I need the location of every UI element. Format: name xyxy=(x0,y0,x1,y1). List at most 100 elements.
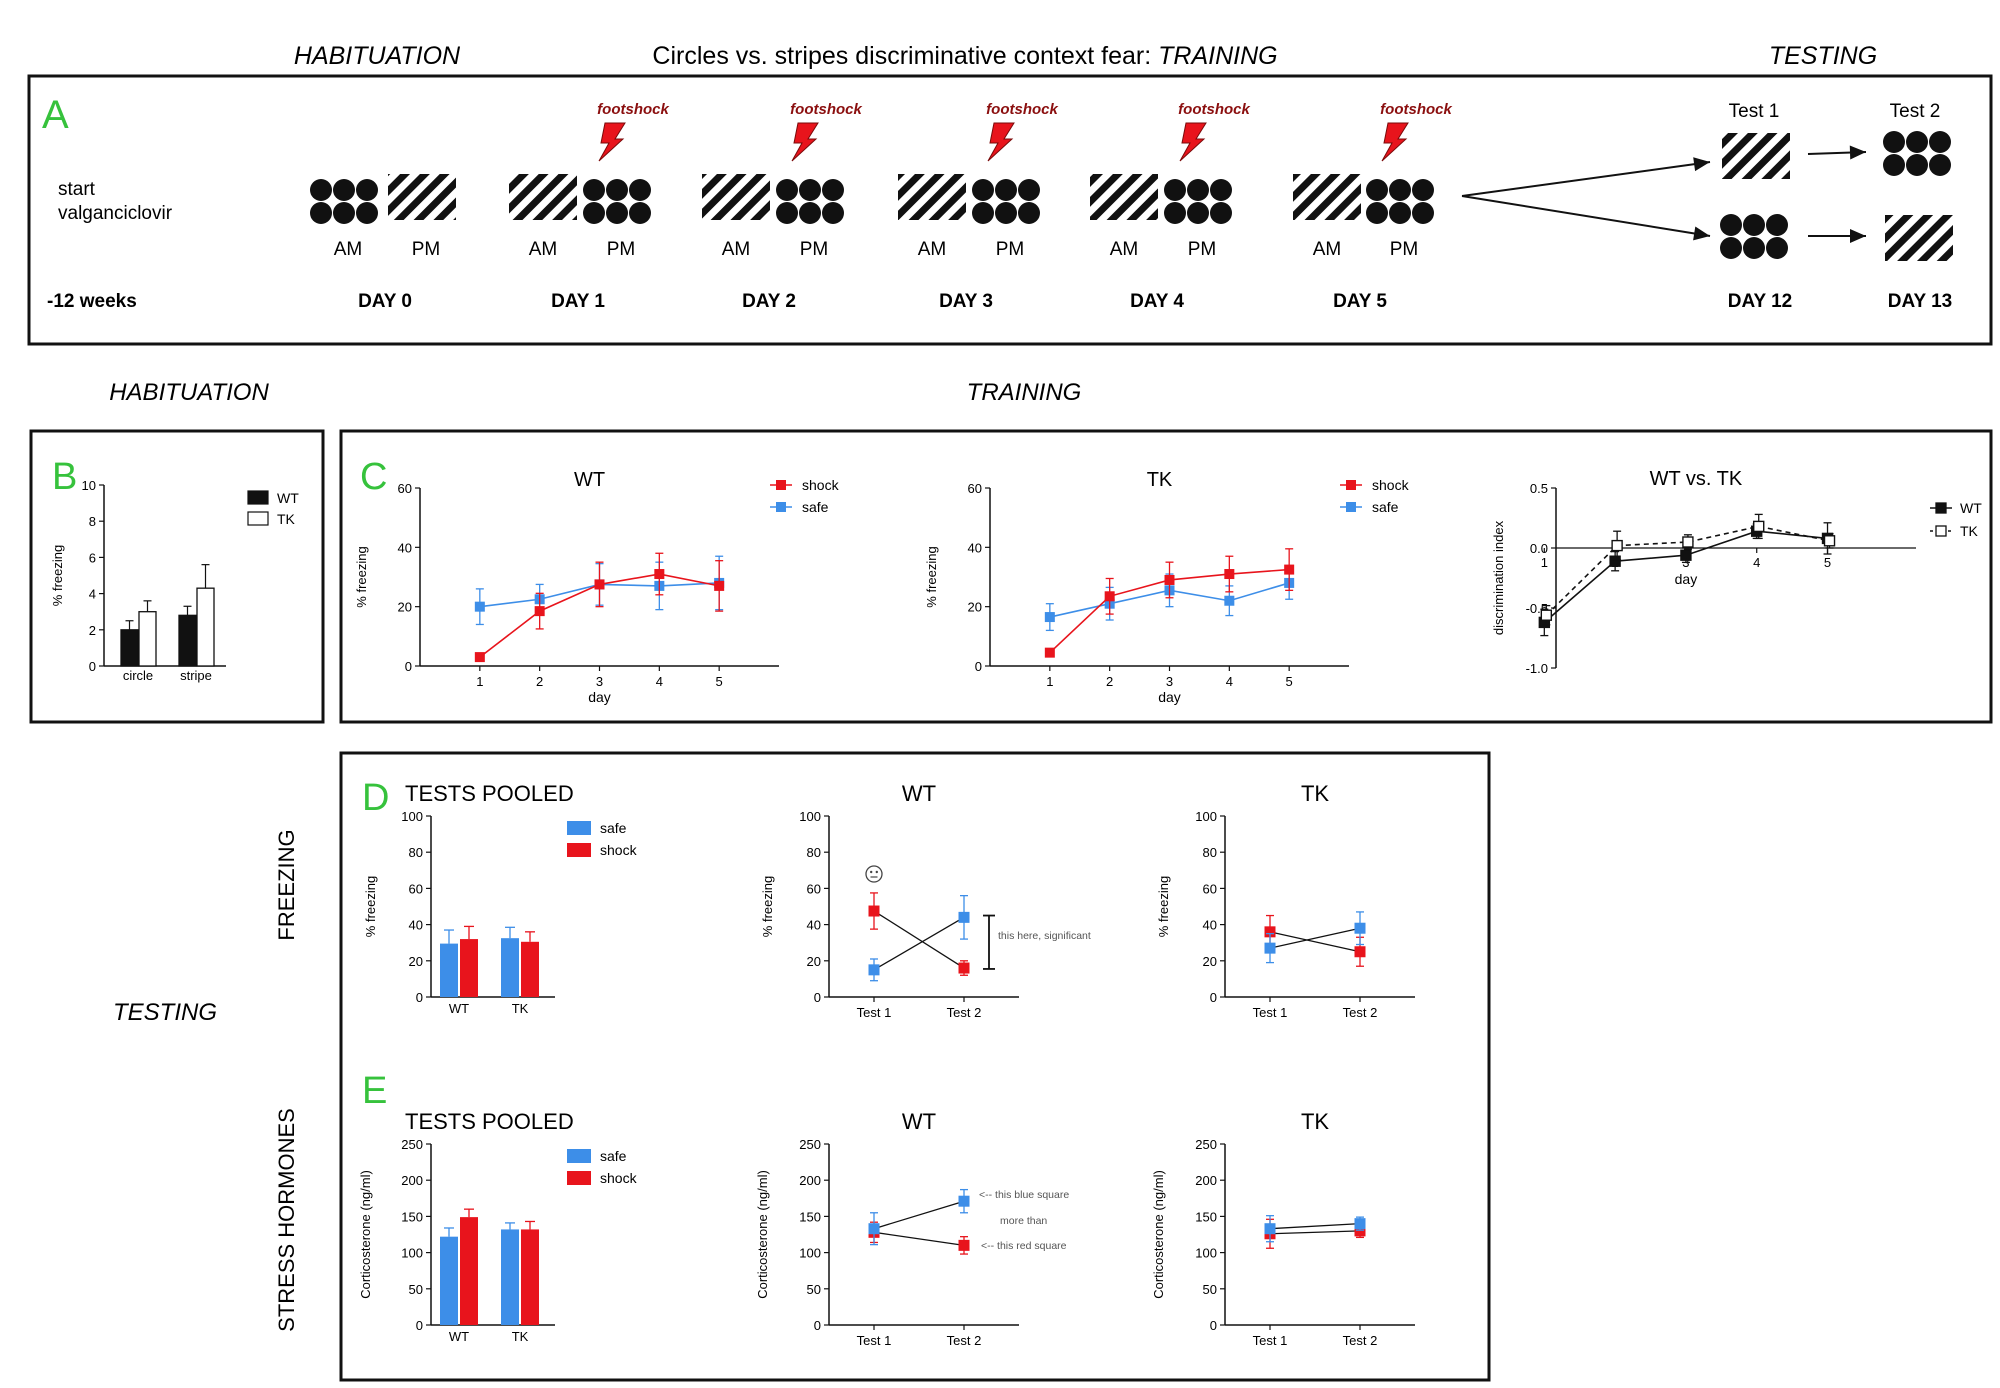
y-tick-label: 10 xyxy=(82,478,96,493)
am-label: AM xyxy=(918,239,947,260)
data-point-tk xyxy=(1823,535,1836,547)
y-tick-label: 20 xyxy=(807,954,821,969)
figure-title: Circles vs. stripes discriminative conte… xyxy=(652,42,1277,70)
context-circles-icon xyxy=(1883,131,1951,176)
y-tick-label: 200 xyxy=(799,1173,821,1188)
legend-marker xyxy=(776,480,786,490)
legend-label: TK xyxy=(1960,523,1979,539)
bar-safe xyxy=(440,943,458,997)
context-circle-dot xyxy=(1883,131,1905,153)
context-circles-icon xyxy=(310,179,378,224)
legend-label: WT xyxy=(1960,500,1982,516)
bar-tk xyxy=(196,587,215,667)
chart-title: TK xyxy=(1301,1109,1329,1134)
data-point-wt xyxy=(1609,555,1621,567)
chart-c-tk: 0 20 40 60 % freezing 1 2 3 4 5 day TK shock safe xyxy=(924,469,1410,705)
x-tick-label: stripe xyxy=(180,668,212,683)
am-label: AM xyxy=(722,239,751,260)
y-tick-label: 250 xyxy=(401,1137,423,1152)
smiley-eye xyxy=(875,870,878,874)
legend-marker xyxy=(1935,525,1947,537)
y-tick-label: 0.0 xyxy=(1530,541,1548,556)
y-tick-label: 2 xyxy=(89,623,96,638)
data-point-shock xyxy=(474,652,485,663)
context-stripes-icon xyxy=(702,174,770,220)
context-circle-dot xyxy=(995,202,1017,224)
context-stripes-icon xyxy=(1885,215,1953,261)
legend-label: WT xyxy=(277,490,299,506)
context-circle-dot xyxy=(1187,179,1209,201)
series-line-safe xyxy=(873,916,965,971)
legend-label: shock xyxy=(600,842,638,858)
y-tick-label: 50 xyxy=(807,1282,821,1297)
x-tick-label: circle xyxy=(123,668,153,683)
y-tick-label: 100 xyxy=(401,1246,423,1261)
context-stripes-icon xyxy=(1722,133,1790,179)
data-point-safe xyxy=(1044,612,1055,623)
panel-a: A start valganciclovir -12 weeks AM PM DAY… xyxy=(27,74,1993,346)
lightning-bolt-icon xyxy=(1381,122,1409,162)
bar-safe xyxy=(501,1229,519,1325)
x-tick-label: Test 2 xyxy=(947,1005,982,1020)
section-training: TRAINING xyxy=(967,379,1082,406)
legend-label: safe xyxy=(802,499,829,515)
context-circle-dot xyxy=(1720,214,1742,236)
section-testing: TESTING xyxy=(113,999,217,1026)
pm-label: PM xyxy=(1188,239,1217,260)
context-circle-dot xyxy=(995,179,1017,201)
x-tick-label: 4 xyxy=(1753,555,1760,570)
legend-marker xyxy=(1935,502,1947,514)
context-circle-dot xyxy=(1743,237,1765,259)
day-label: DAY 4 xyxy=(1130,291,1184,312)
y-tick-label: 0 xyxy=(1210,1318,1217,1333)
lightning-bolt-icon xyxy=(598,122,626,162)
y-tick-label: 200 xyxy=(1195,1173,1217,1188)
chart-title: TK xyxy=(1147,469,1173,491)
data-point-safe xyxy=(958,911,970,923)
x-tick-label: Test 1 xyxy=(857,1005,892,1020)
footshock-label: footshock xyxy=(1178,101,1250,118)
figure-title-main: Circles vs. stripes discriminative conte… xyxy=(652,42,1158,70)
y-tick-label: 40 xyxy=(968,540,982,555)
minus-12-weeks-label: -12 weeks xyxy=(47,291,137,312)
bar-shock xyxy=(460,939,478,997)
context-circle-dot xyxy=(822,202,844,224)
y-tick-label: 50 xyxy=(1203,1282,1217,1297)
y-tick-label: 0 xyxy=(975,659,982,674)
context-circle-dot xyxy=(1187,202,1209,224)
annotation-red-square: <-- this red square xyxy=(981,1240,1067,1252)
y-axis-label: % freezing xyxy=(1156,876,1171,937)
x-tick-label: 2 xyxy=(536,674,543,689)
panel-a-letter: A xyxy=(42,93,69,137)
context-circles-icon xyxy=(1164,179,1232,224)
y-tick-label: 0.5 xyxy=(1530,481,1548,496)
data-point-tk xyxy=(1540,609,1553,621)
x-tick-label: 3 xyxy=(596,674,603,689)
legend-label: shock xyxy=(1372,477,1410,493)
bar-wt xyxy=(120,629,139,667)
context-circle-dot xyxy=(972,179,994,201)
y-axis-label: % freezing xyxy=(924,546,939,607)
bar-shock xyxy=(460,1217,478,1325)
x-axis-label: day xyxy=(1675,571,1698,587)
series-line-tk xyxy=(1545,525,1830,616)
context-circles-icon xyxy=(776,179,844,224)
pm-label: PM xyxy=(800,239,829,260)
chart-d-tk: 0 20 40 60 80 100 % freezing Test 1 Test 2 TK xyxy=(1156,781,1415,1020)
data-point-shock xyxy=(1354,1225,1366,1237)
footshock-label: footshock xyxy=(790,101,862,118)
data-point-safe xyxy=(868,964,880,976)
y-tick-label: 20 xyxy=(409,954,423,969)
chart-title: TK xyxy=(1301,781,1329,806)
series-line-safe xyxy=(1269,1222,1361,1230)
data-point-shock xyxy=(1104,591,1115,602)
data-point-shock xyxy=(534,606,545,617)
lightning-bolt-icon xyxy=(1179,122,1207,162)
y-tick-label: 80 xyxy=(807,845,821,860)
lightning-bolt-icon xyxy=(987,122,1015,162)
context-circles-icon xyxy=(1720,214,1788,259)
y-tick-label: 0 xyxy=(814,1318,821,1333)
pm-label: PM xyxy=(996,239,1025,260)
